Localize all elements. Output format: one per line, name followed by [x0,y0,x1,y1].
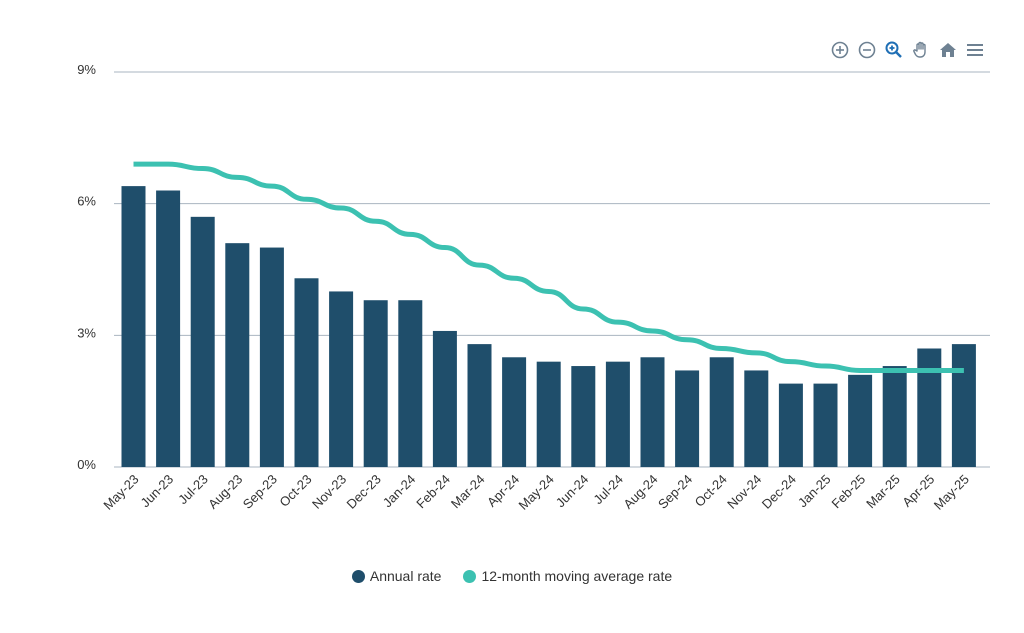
legend-item-annual-rate[interactable]: Annual rate [351,568,442,584]
bar[interactable] [363,300,388,467]
bar[interactable] [225,243,250,467]
x-tick-label: Sep-24 [655,472,695,512]
home-reset-icon[interactable] [936,38,959,61]
x-tick-label: Jun-24 [553,472,592,511]
chart-legend: Annual rate 12-month moving average rate [0,568,1024,584]
legend-label-moving-average: 12-month moving average rate [481,568,673,584]
bar[interactable] [398,300,423,467]
legend-marker-annual-rate [351,569,365,583]
moving-average-line[interactable] [133,161,964,373]
bar[interactable] [329,291,354,467]
x-tick-label: Jun-23 [138,472,177,511]
bar[interactable] [536,361,561,467]
bar[interactable] [432,330,457,467]
bar[interactable] [156,190,181,468]
line-series-moving-average[interactable] [133,161,964,373]
y-tick-label: 6% [77,194,96,209]
bar[interactable] [259,247,284,467]
legend-marker-moving-average [463,569,477,583]
x-axis-ticks: May-23Jun-23Jul-23Aug-23Sep-23Oct-23Nov-… [100,472,972,513]
bar[interactable] [640,357,665,467]
bar[interactable] [778,383,803,467]
bar[interactable] [502,357,527,467]
bar[interactable] [294,278,319,467]
y-tick-label: 3% [77,325,96,340]
bar[interactable] [467,344,492,467]
x-tick-label: Mar-24 [448,472,488,512]
x-tick-label: Oct-24 [692,472,730,510]
x-tick-label: May-25 [931,472,972,513]
x-tick-label: Aug-24 [620,472,660,512]
x-tick-label: Sep-23 [240,472,280,512]
zoom-in-icon[interactable] [828,38,851,61]
x-tick-label: Nov-23 [309,472,349,512]
x-tick-label: Jan-25 [795,472,834,511]
legend-item-moving-average[interactable]: 12-month moving average rate [463,568,672,584]
x-tick-label: Feb-25 [828,472,868,512]
menu-icon[interactable] [963,38,986,61]
x-tick-label: Feb-24 [413,472,453,512]
x-tick-label: Dec-24 [759,472,799,512]
pan-hand-icon[interactable] [909,38,932,61]
x-tick-label: Jan-24 [380,472,419,511]
bar[interactable] [813,383,838,467]
x-tick-label: Oct-23 [276,472,314,510]
bar[interactable] [709,357,734,467]
bar[interactable] [190,216,215,467]
x-tick-label: Nov-24 [724,472,764,512]
x-tick-label: Mar-25 [863,472,903,512]
bar[interactable] [121,186,146,467]
zoom-out-icon[interactable] [855,38,878,61]
y-tick-label: 9% [77,62,96,77]
bar[interactable] [882,366,907,467]
bar[interactable] [951,344,976,467]
chart-toolbar [828,38,986,61]
y-tick-label: 0% [77,457,96,472]
selection-zoom-icon[interactable] [882,38,905,61]
bar[interactable] [675,370,700,467]
bar[interactable] [605,361,630,467]
bar[interactable] [571,366,596,467]
x-tick-label: May-23 [100,472,141,513]
bar[interactable] [848,374,873,467]
bar-series-annual-rate[interactable] [121,186,976,468]
legend-label-annual-rate: Annual rate [369,568,442,584]
x-tick-label: Aug-23 [205,472,245,512]
x-tick-label: May-24 [516,472,557,513]
x-tick-label: Dec-23 [344,472,384,512]
y-axis-ticks: 0% 3% 6% 9% [77,62,96,472]
bar[interactable] [744,370,769,467]
bar[interactable] [917,348,942,468]
